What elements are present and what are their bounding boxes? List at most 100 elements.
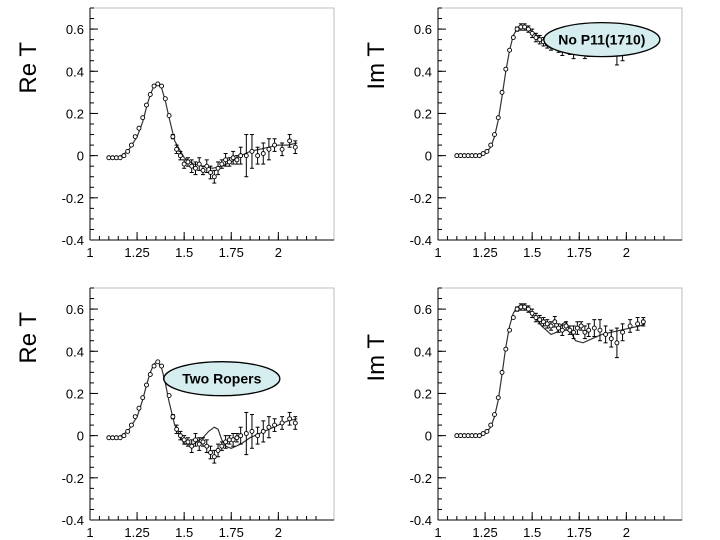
- data-marker: [541, 319, 546, 325]
- data-point: [495, 115, 501, 121]
- data-point: [181, 435, 187, 445]
- data-point: [537, 34, 543, 45]
- data-point: [556, 323, 561, 333]
- data-point: [518, 23, 524, 31]
- data-point: [476, 153, 482, 159]
- data-marker: [266, 146, 272, 152]
- x-tick-label: 1: [86, 525, 93, 540]
- y-tick-label: 0.2: [414, 106, 432, 121]
- data-point: [266, 416, 272, 439]
- x-tick-label: 2: [275, 525, 282, 540]
- y-tick-label: 0.4: [414, 64, 432, 79]
- data-point: [234, 155, 240, 165]
- data-marker: [552, 319, 558, 325]
- data-point: [544, 319, 550, 329]
- data-point: [533, 32, 539, 43]
- data-marker: [488, 422, 494, 428]
- data-marker: [272, 142, 278, 148]
- data-point: [136, 405, 142, 411]
- data-point: [255, 146, 261, 165]
- data-point: [181, 159, 187, 169]
- data-marker: [177, 433, 183, 439]
- data-marker: [132, 414, 138, 420]
- data-point: [151, 83, 157, 89]
- data-marker: [586, 327, 592, 333]
- data-point: [189, 159, 195, 174]
- data-marker: [125, 428, 131, 434]
- data-point: [238, 426, 244, 445]
- data-marker: [529, 30, 535, 36]
- data-marker: [189, 443, 195, 449]
- data-point: [484, 148, 490, 154]
- data-point: [266, 138, 272, 161]
- data-point: [140, 115, 146, 121]
- data-point: [196, 437, 202, 451]
- data-marker: [147, 372, 153, 377]
- data-marker: [507, 47, 513, 53]
- data-marker: [279, 146, 285, 152]
- y-tick-label: 0: [425, 149, 432, 164]
- data-point: [223, 435, 229, 449]
- data-marker: [144, 382, 149, 388]
- data-point: [627, 319, 633, 333]
- data-point: [243, 134, 249, 178]
- data-marker: [151, 363, 157, 369]
- x-tick-label: 1.25: [124, 245, 149, 260]
- data-marker: [144, 102, 149, 108]
- annotation-label: No P11(1710): [558, 32, 645, 48]
- data-marker: [219, 443, 225, 449]
- data-marker: [226, 159, 232, 165]
- data-marker: [249, 148, 255, 154]
- data-marker: [170, 134, 176, 140]
- data-point: [230, 150, 236, 165]
- data-marker: [223, 157, 229, 163]
- data-point: [507, 327, 513, 333]
- data-point: [552, 315, 558, 328]
- y-axis-label: Re T: [15, 312, 42, 364]
- fit-curve: [108, 360, 298, 449]
- data-marker: [140, 395, 146, 401]
- data-point: [537, 314, 543, 325]
- data-marker: [181, 161, 187, 167]
- data-marker: [620, 329, 626, 335]
- data-marker: [582, 329, 588, 335]
- x-tick-label: 2: [623, 525, 630, 540]
- data-marker: [189, 163, 195, 169]
- data-point: [484, 428, 490, 434]
- data-marker: [559, 327, 565, 333]
- data-point: [249, 134, 255, 169]
- y-tick-label: -0.2: [410, 191, 432, 206]
- data-marker: [260, 151, 266, 156]
- plot-frame: [89, 7, 335, 241]
- data-marker: [522, 24, 528, 30]
- data-marker: [238, 433, 244, 439]
- data-marker: [640, 319, 646, 325]
- data-marker: [211, 174, 217, 180]
- data-marker: [128, 422, 134, 428]
- y-axis-label: Im T: [363, 334, 390, 382]
- x-tick-label: 1.5: [175, 245, 193, 260]
- data-marker: [574, 325, 580, 331]
- y-tick-label: -0.2: [62, 471, 84, 486]
- x-tick-label: 1: [86, 245, 93, 260]
- data-marker: [166, 393, 172, 399]
- data-point: [234, 433, 240, 443]
- data-point: [582, 325, 588, 340]
- x-tick-label: 1.75: [219, 245, 244, 260]
- data-point: [249, 414, 255, 449]
- data-point: [147, 92, 153, 97]
- data-point: [640, 317, 646, 327]
- data-point: [238, 146, 244, 165]
- data-point: [117, 155, 123, 161]
- data-marker: [249, 428, 255, 434]
- y-tick-label: 0: [425, 429, 432, 444]
- y-tick-label: -0.4: [62, 513, 84, 528]
- data-marker: [255, 433, 261, 439]
- x-tick-label: 1.5: [523, 245, 541, 260]
- data-point: [223, 153, 229, 167]
- data-point: [260, 420, 266, 443]
- y-tick-label: 0: [77, 149, 84, 164]
- data-point: [170, 414, 176, 420]
- data-point: [196, 157, 202, 171]
- data-marker: [193, 165, 198, 171]
